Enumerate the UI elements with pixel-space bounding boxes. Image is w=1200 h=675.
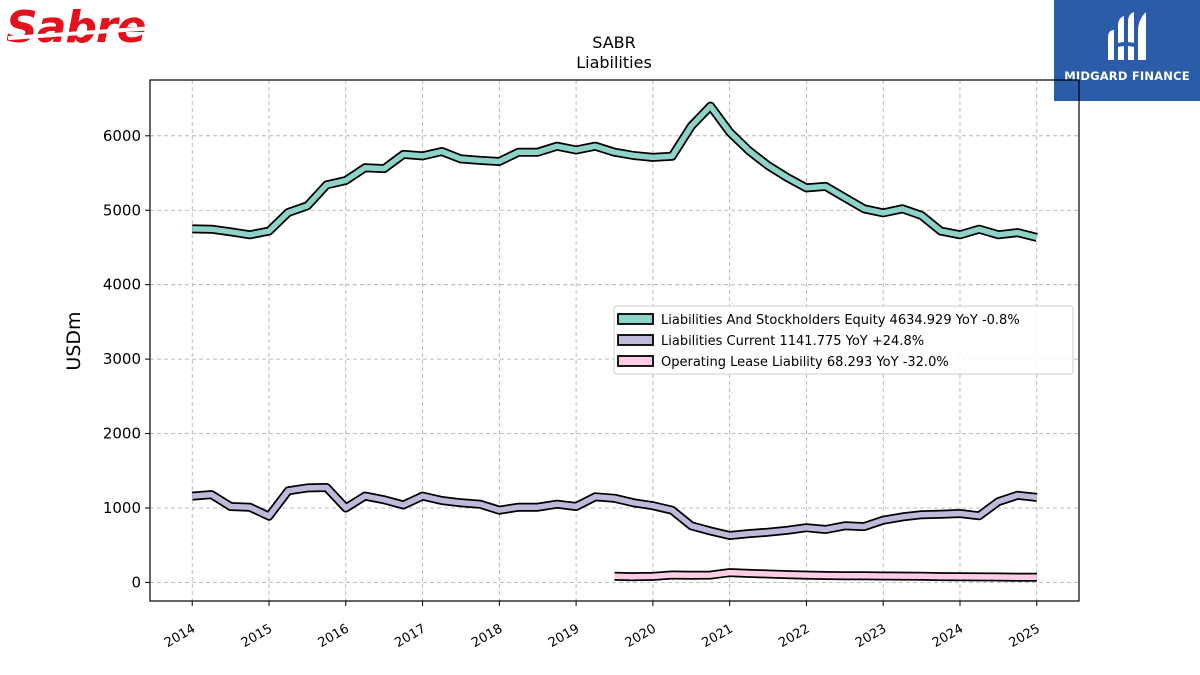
legend-swatch-liabilities-current [617, 334, 654, 346]
legend-box [613, 305, 1074, 375]
series-outline-liabilities-current [191, 483, 1038, 540]
x-tick-label: 2025 [1007, 621, 1043, 651]
legend-label-liabilities-current: Liabilities Current 1141.775 YoY +24.8% [661, 334, 924, 349]
y-tick-label: 3000 [103, 350, 141, 368]
y-axis-label: USDm [63, 311, 85, 370]
plot-frame [149, 79, 1080, 602]
y-tick-label: 1000 [103, 499, 141, 517]
y-tick-label: 2000 [103, 425, 141, 443]
sabre-logo: Sabre [6, 2, 176, 54]
legend-swatch-operating-lease-liability [617, 355, 654, 367]
x-tick-label: 2014 [162, 621, 198, 651]
x-tick-label: 2016 [316, 621, 352, 651]
midgard-emblem-icon [1108, 12, 1146, 60]
series-line-operating-lease-liability [614, 569, 1037, 581]
y-axis-ticks: 0 1000 2000 3000 4000 5000 6000 [103, 127, 150, 591]
sabre-logo-text: Sabre [6, 2, 146, 50]
x-tick-label: 2023 [853, 621, 889, 651]
series-lines [191, 101, 1038, 582]
x-axis-ticks: 2014 2015 2016 2017 2018 2019 2020 2021 2022 2023… [162, 601, 1043, 651]
y-tick-label: 5000 [103, 201, 141, 219]
x-tick-label: 2017 [392, 621, 428, 651]
x-tick-label: 2024 [930, 621, 966, 651]
legend-label-liabilities-and-stockholders-equity: Liabilities And Stockholders Equity 4634… [661, 313, 1020, 328]
legend-label-operating-lease-liability: Operating Lease Liability 68.293 YoY -32… [661, 355, 949, 370]
series-outline-liabilities-and-stockholders-equity [192, 101, 1038, 242]
series-line-liabilities-current [191, 484, 1038, 539]
chart-subtitle: Liabilities [576, 53, 652, 72]
y-tick-label: 0 [131, 573, 141, 591]
series-line-liabilities-and-stockholders-equity [192, 103, 1038, 241]
y-tick-label: 6000 [103, 127, 141, 145]
x-tick-label: 2020 [623, 621, 659, 651]
y-tick-label: 4000 [103, 276, 141, 294]
grid [150, 80, 1079, 601]
chart-title: SABR [592, 33, 636, 52]
x-tick-label: 2019 [546, 621, 582, 651]
midgard-finance-logo: MIDGARD FINANCE [1054, 0, 1200, 101]
legend-swatch-liabilities-and-stockholders-equity [617, 313, 654, 325]
x-tick-label: 2021 [700, 621, 736, 651]
midgard-finance-text: MIDGARD FINANCE [1064, 69, 1190, 83]
x-tick-label: 2022 [776, 621, 812, 651]
x-tick-label: 2015 [239, 621, 275, 651]
legend: Liabilities And Stockholders Equity 4634… [613, 305, 1074, 375]
x-tick-label: 2018 [469, 621, 505, 651]
